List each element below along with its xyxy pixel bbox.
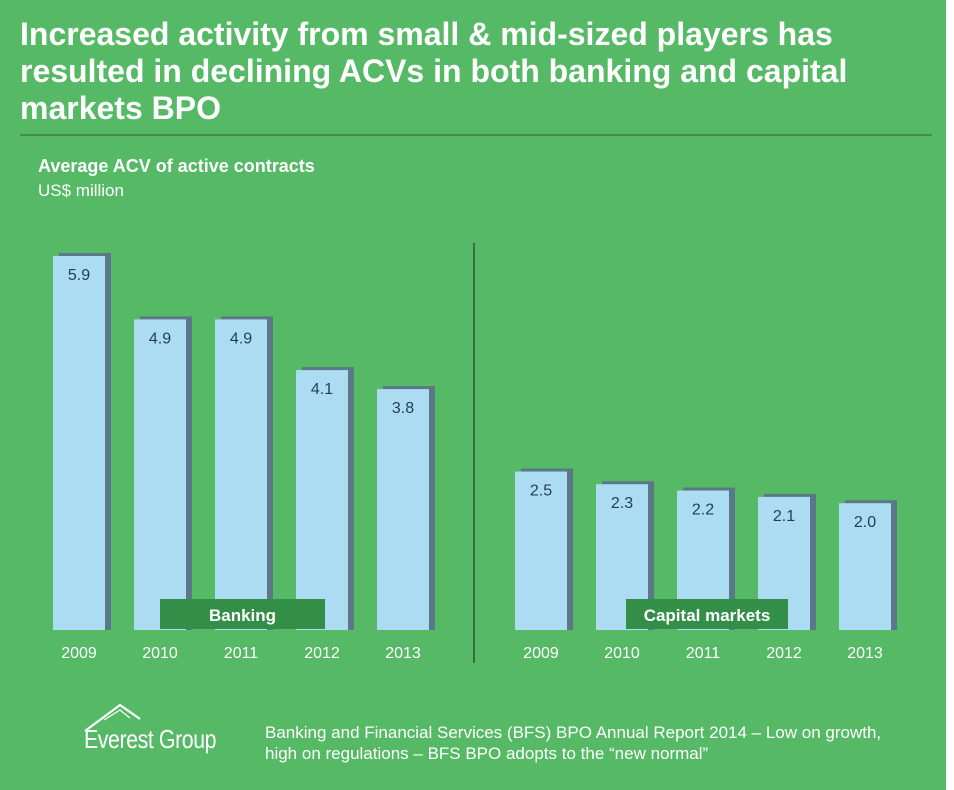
banking-value-label: 4.9 (230, 330, 252, 347)
banking-value-label: 4.9 (149, 330, 171, 347)
banking-category-label: 2011 (224, 645, 259, 662)
page-title: Increased activity from small & mid-size… (20, 16, 848, 126)
logo-wordmark: Everest Group (84, 724, 217, 754)
chart-unit-label: US$ million (38, 181, 124, 200)
capital-markets-group-label-box (626, 599, 788, 629)
source-note: Banking and Financial Services (BFS) BPO… (265, 723, 882, 763)
bar-chart: 5.9 2009 4.9 2010 4.9 2011 4.1 2012 3.8 2013 Banki… (53, 243, 897, 663)
banking-bar (377, 389, 429, 630)
capital-markets-value-label: 2.0 (854, 514, 876, 531)
banking-bar (296, 370, 348, 630)
capital-markets-value-label: 2.3 (611, 495, 633, 512)
capital-markets-value-label: 2.5 (530, 483, 552, 500)
capital-markets-value-label: 2.2 (692, 502, 714, 519)
capital-markets-category-label: 2012 (766, 645, 802, 662)
capital-markets-category-label: 2010 (604, 645, 640, 662)
capital-markets-category-label: 2013 (847, 645, 883, 662)
banking-group-label: Banking (209, 606, 276, 625)
capital-markets-value-label: 2.1 (773, 508, 795, 525)
capital-markets-bar (515, 471, 567, 630)
title-divider (20, 134, 932, 136)
capital-markets-category-label: 2011 (686, 645, 721, 662)
chart-title: Average ACV of active contracts (38, 156, 315, 176)
banking-category-label: 2013 (385, 645, 421, 662)
banking-category-label: 2012 (304, 645, 340, 662)
capital-markets-category-label: 2009 (523, 645, 559, 662)
capital-markets-bar (839, 503, 891, 630)
banking-bar (134, 319, 186, 630)
banking-group-label-box (160, 599, 325, 629)
banking-bar (53, 256, 105, 630)
capital-markets-group-label: Capital markets (644, 606, 771, 625)
mountain-logo-icon (84, 704, 141, 732)
banking-category-label: 2010 (142, 645, 178, 662)
banking-value-label: 4.1 (311, 381, 333, 398)
banking-bar (215, 319, 267, 630)
banking-category-label: 2009 (61, 645, 97, 662)
banking-value-label: 5.9 (68, 267, 90, 284)
everest-group-logo: Everest Group (84, 704, 256, 756)
banking-value-label: 3.8 (392, 400, 414, 417)
